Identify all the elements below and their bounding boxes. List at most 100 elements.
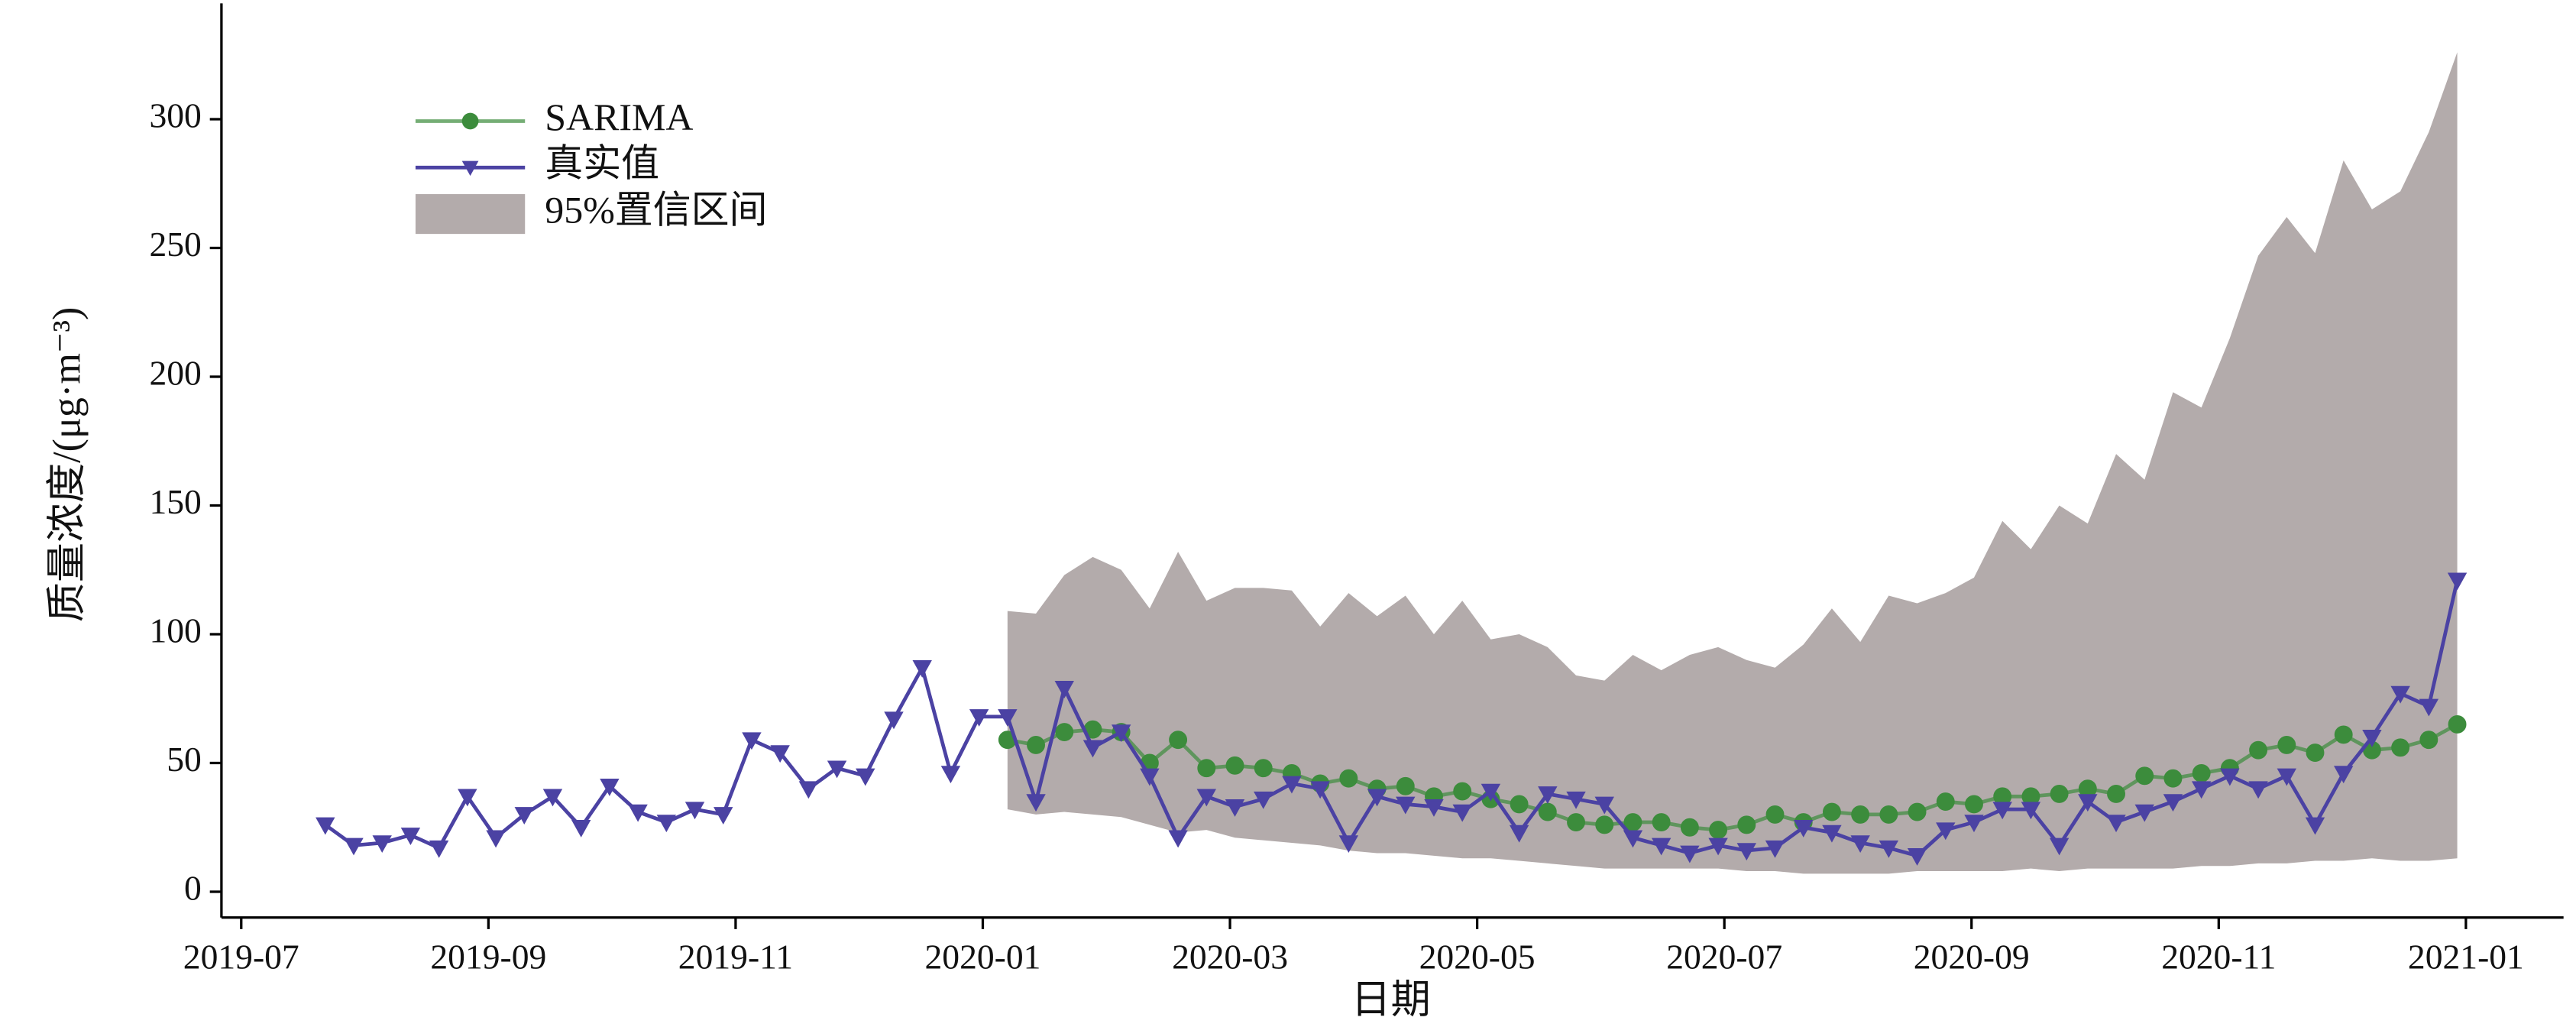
legend-label: 真实值 [545,143,659,185]
data-point [2163,794,2183,812]
data-point [1396,776,1415,795]
data-point [2448,715,2467,734]
data-point [1708,837,1728,856]
data-point [2419,731,2438,750]
data-point [1595,815,1614,834]
data-point [2334,766,2354,784]
data-point [2078,794,2098,812]
data-point [969,709,989,727]
data-point [1538,802,1557,821]
x-tick-label: 2020-05 [1419,938,1536,977]
data-point [1027,735,1045,754]
y-tick-label: 100 [149,611,201,650]
data-point [1651,837,1671,856]
x-tick-label: 2019-07 [183,938,299,977]
x-tick-label: 2020-01 [925,938,1041,977]
data-point [1310,781,1330,799]
data-point [742,732,762,750]
x-tick-label: 2020-07 [1666,938,1782,977]
data-point [600,779,620,796]
data-point [940,766,961,784]
data-point [798,781,819,799]
data-point [1566,791,1586,809]
series [316,572,2468,866]
data-point [1367,789,1387,807]
data-point [1822,825,1842,843]
data-point [1168,830,1188,848]
data-point [344,837,364,856]
data-point [998,709,1018,727]
data-point [912,660,932,678]
data-point [1169,731,1188,750]
data-point [1196,789,1217,807]
x-tick-label: 2021-01 [2408,938,2524,977]
data-point [1197,759,1216,778]
data-point [1083,740,1103,758]
data-point [1452,804,1472,822]
data-point [2390,685,2410,704]
data-point [1225,799,1245,817]
data-point [2135,766,2154,786]
data-point [1851,805,1870,824]
x-tick-label: 2020-03 [1172,938,1288,977]
legend-swatch [415,194,526,235]
data-point [1453,782,1472,801]
data-point [1424,799,1444,817]
legend-label: SARIMA [545,96,693,138]
data-point [2277,735,2296,754]
y-axis-label: 质量浓度/(μg·m⁻³) [45,307,89,623]
data-point [1254,791,1273,809]
y-tick-label: 300 [149,96,201,134]
data-point [372,835,392,854]
data-point [1055,723,1074,741]
data-point [2021,802,2041,820]
data-point [684,802,705,820]
data-point [856,768,875,786]
data-point [2391,738,2410,757]
data-point [714,807,733,825]
x-tick-label: 2020-11 [2161,938,2276,977]
data-point [1481,783,1501,802]
data-point [1594,796,1614,815]
data-point [1736,843,1757,861]
data-point [1822,802,1841,821]
data-point [1510,795,1529,814]
series-line [1007,722,2458,832]
data-point [1765,805,1785,824]
data-point [2334,725,2353,744]
data-point [458,789,477,807]
data-point [1111,724,1131,743]
data-point [2362,730,2382,747]
data-point [1054,680,1074,698]
data-point [1623,830,1643,848]
data-point [2248,781,2268,799]
confidence-band [1007,52,2458,874]
data-point [2134,804,2154,822]
data-point [1850,835,1870,854]
data-point [1338,835,1359,854]
data-point [1652,813,1671,831]
data-point [2191,781,2212,799]
data-point [1879,805,1898,824]
data-point [2447,572,2468,591]
data-point [1908,802,1927,821]
x-axis-label: 日期 [1351,979,1431,1022]
y-tick-label: 200 [149,353,201,392]
data-point [1509,825,1529,843]
data-point [1907,848,1927,866]
data-point [2106,815,2126,833]
legend-label: 95%置信区间 [545,190,767,232]
data-point [1026,794,1046,812]
data-point [1225,756,1244,775]
data-point [770,745,790,763]
x-tick-label: 2020-09 [1914,938,2030,977]
series [998,715,2467,840]
legend-marker [461,160,479,177]
data-point [2107,784,2125,803]
data-point [514,807,534,825]
data-point [2249,740,2268,760]
data-point [1765,840,1785,858]
data-point [1680,818,1699,837]
data-point [884,711,904,730]
